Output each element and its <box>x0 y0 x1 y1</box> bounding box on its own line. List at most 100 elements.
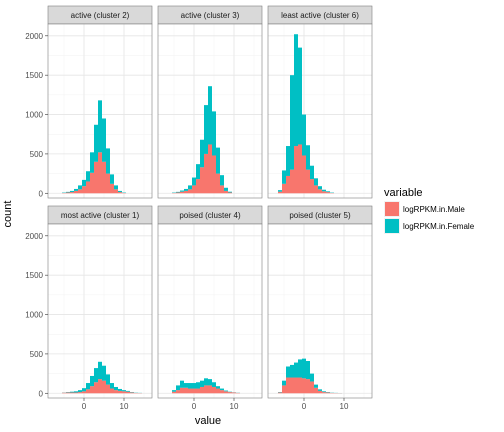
histogram-bar <box>192 383 196 389</box>
histogram-bar <box>232 392 236 394</box>
x-tick-label: 0 <box>82 402 87 411</box>
legend-swatch <box>385 202 399 216</box>
histogram-bar <box>208 86 212 145</box>
histogram-bar <box>216 386 220 389</box>
histogram-bar <box>82 186 86 194</box>
histogram-bar <box>216 147 220 174</box>
histogram-bar <box>326 191 330 193</box>
y-tick-label: 1500 <box>25 71 43 80</box>
histogram-bar <box>224 187 228 191</box>
y-tick-label: 1000 <box>25 311 43 320</box>
histogram-bar <box>302 358 306 379</box>
histogram-bar <box>294 377 298 394</box>
histogram-bar <box>184 188 188 191</box>
legend-entry-label: logRPKM.in.Male <box>403 205 465 214</box>
facet-strip-label: poised (cluster 4) <box>179 211 241 220</box>
histogram-bar <box>82 179 86 187</box>
facet-strip-label: poised (cluster 5) <box>289 211 351 220</box>
y-tick-label: 500 <box>30 150 44 159</box>
histogram-bar <box>314 387 318 394</box>
histogram-bar <box>290 75 294 170</box>
histogram-bar <box>130 392 134 394</box>
histogram-bar <box>102 118 106 162</box>
histogram-bar <box>180 190 184 192</box>
legend: variable logRPKM.in.Male logRPKM.in.Femal… <box>384 187 475 234</box>
histogram-bar <box>310 381 314 394</box>
histogram-bar <box>90 386 94 394</box>
histogram-bar <box>188 189 192 194</box>
histogram-bar <box>106 148 110 174</box>
histogram-bar <box>126 391 130 394</box>
x-tick-label: 10 <box>340 402 349 411</box>
histogram-bar <box>98 152 102 194</box>
histogram-bar <box>78 185 82 190</box>
histogram-bar <box>184 383 188 388</box>
histogram-bar <box>98 379 102 394</box>
histogram-bar <box>188 388 192 394</box>
y-tick-label: 0 <box>39 189 44 198</box>
legend-swatch <box>385 219 399 233</box>
histogram-bar <box>70 190 74 193</box>
histogram-bar <box>294 34 298 147</box>
histogram-bar <box>278 191 282 194</box>
panels-layer: active (cluster 2) active (cluster 3) leas… <box>47 5 373 399</box>
histogram-bar <box>122 391 126 394</box>
histogram-bar <box>86 171 90 182</box>
histogram-bar <box>192 388 196 394</box>
histogram-bar <box>172 391 176 394</box>
panel-border <box>47 23 153 199</box>
x-tick-label: 10 <box>120 402 129 411</box>
histogram-bar <box>212 155 216 194</box>
facet-panel: least active (cluster 6) <box>267 5 373 199</box>
histogram-bar <box>192 185 196 194</box>
histogram-bar <box>70 392 74 394</box>
histogram-bar <box>290 364 294 378</box>
histogram-bar <box>118 390 122 394</box>
histogram-bar <box>212 111 216 156</box>
histogram-bar <box>212 382 216 387</box>
y-tick-label: 1000 <box>25 111 43 120</box>
histogram-bar <box>172 390 176 392</box>
histogram-bar <box>278 392 282 394</box>
histogram-bar <box>78 390 82 393</box>
histogram-bar <box>220 175 224 186</box>
histogram-bar <box>118 190 122 193</box>
histogram-bar <box>282 170 286 184</box>
histogram-bar <box>98 100 102 153</box>
histogram-bar <box>180 191 184 194</box>
y-tick-label: 500 <box>30 350 44 359</box>
histogram-bar <box>220 390 224 394</box>
histogram-bar <box>102 365 106 381</box>
histogram-bar <box>278 190 282 192</box>
histogram-bar <box>318 389 322 391</box>
histogram-bar <box>94 124 98 162</box>
histogram-bar <box>220 185 224 194</box>
histogram-bar <box>70 192 74 194</box>
histogram-bar <box>282 380 286 386</box>
histogram-bar <box>282 385 286 394</box>
histogram-bar <box>94 368 98 383</box>
histogram-bar <box>286 146 290 176</box>
histogram-bar <box>306 145 310 170</box>
histogram-bar <box>86 383 90 390</box>
histogram-bar <box>204 385 208 394</box>
histogram-bar <box>188 383 192 389</box>
histogram-bar <box>114 390 118 394</box>
histogram-bar <box>290 169 294 194</box>
histogram-bar <box>126 390 130 392</box>
histogram-bar <box>216 173 220 194</box>
histogram-bar <box>196 382 200 389</box>
facet-strip-label: active (cluster 3) <box>181 11 240 20</box>
histogram-bar <box>208 144 212 194</box>
histogram-bar <box>310 165 314 180</box>
histogram-bar <box>66 191 70 193</box>
histogram-bar <box>294 146 298 194</box>
histogram-bar <box>322 391 326 393</box>
histogram-bar <box>90 375 94 387</box>
histogram-bar <box>102 161 106 194</box>
histogram-bar <box>208 379 212 386</box>
histogram-bar <box>78 392 82 394</box>
histogram-bar <box>86 389 90 394</box>
histogram-bar <box>318 186 322 190</box>
facet-strip-label: least active (cluster 6) <box>281 11 359 20</box>
